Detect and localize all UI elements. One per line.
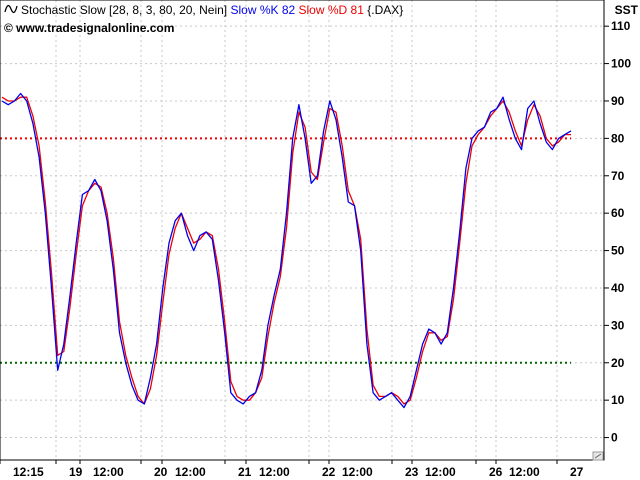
x-tick-label: 12:15	[13, 465, 44, 479]
legend-d: Slow %D 81	[298, 3, 364, 17]
x-tick-label: 27	[570, 465, 584, 479]
y-tick-label: 110	[611, 19, 631, 33]
x-tick-label: 26	[489, 465, 503, 479]
x-tick-label: 12:00	[93, 465, 124, 479]
y-tick-label: 50	[611, 244, 625, 258]
chart-header: Stochastic Slow [28, 8, 3, 80, 20, Nein]…	[4, 3, 403, 17]
x-tick-label: 12:00	[175, 465, 206, 479]
y-tick-label: 80	[611, 131, 625, 145]
y-tick-label: 10	[611, 393, 625, 407]
y-tick-label: 30	[611, 318, 625, 332]
y-tick-label: 0	[611, 431, 618, 445]
y-axis: 0 10 20 30 40 50 60 70 80 90 100 110	[604, 19, 631, 445]
grid	[0, 0, 604, 460]
x-tick-label: 21	[238, 465, 252, 479]
y-tick-label: 40	[611, 281, 625, 295]
x-tick-label: 22	[322, 465, 336, 479]
y-tick-label: 100	[611, 57, 631, 71]
legend-k: Slow %K 82	[230, 3, 296, 17]
x-tick-label: 12:00	[342, 465, 373, 479]
y-tick-label: 70	[611, 169, 625, 183]
corner-label: SST	[614, 3, 638, 17]
indicator-title: Stochastic Slow [28, 8, 3, 80, 20, Nein]	[21, 3, 228, 17]
scroll-corner-icon[interactable]	[592, 451, 604, 461]
y-tick-label: 90	[611, 94, 625, 108]
series-layer	[1, 92, 572, 409]
symbol-label: {.DAX}	[367, 3, 404, 17]
x-tick-label: 12:00	[509, 465, 540, 479]
plot-border	[0, 0, 605, 461]
x-tick-label: 20	[154, 465, 168, 479]
x-tick-label: 19	[69, 465, 83, 479]
y-tick-label: 20	[611, 356, 625, 370]
y-tick-label: 60	[611, 206, 625, 220]
stochastic-wave-icon	[4, 3, 18, 17]
source-label: © www.tradesignalonline.com	[4, 21, 175, 35]
x-tick-label: 12:00	[259, 465, 290, 479]
x-tick-label: 12:00	[425, 465, 456, 479]
series-line	[1, 92, 572, 409]
x-axis: 12:15 19 12:00 20 12:00 21 12:00 22 12:00 23 12:00…	[0, 460, 584, 479]
x-tick-label: 23	[405, 465, 419, 479]
